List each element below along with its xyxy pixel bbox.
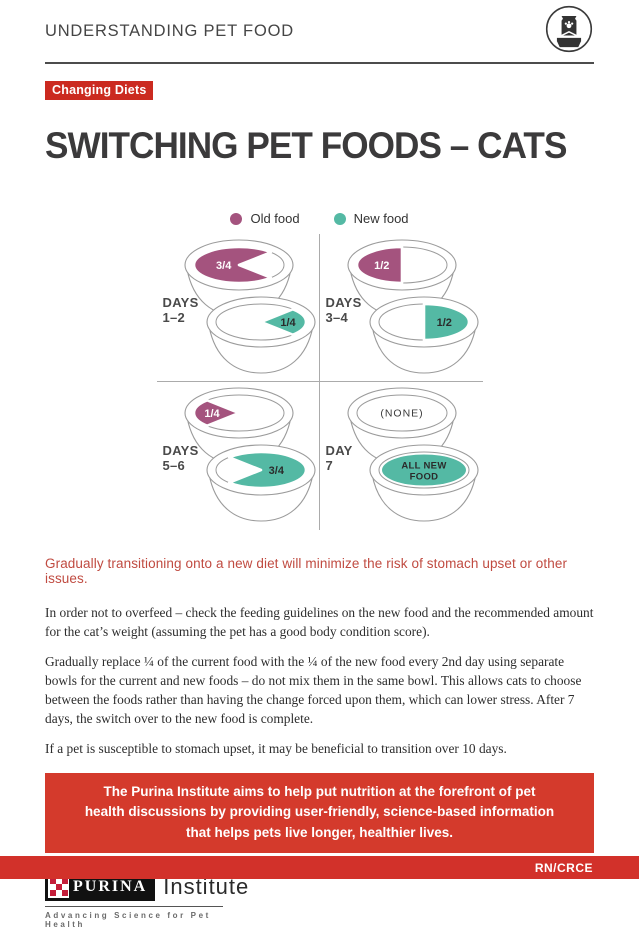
bowl-pair-days-3-4: 1/2 1/2 (346, 239, 479, 374)
header-divider (45, 62, 594, 64)
paragraph-replace: Gradually replace ¼ of the current food … (45, 654, 582, 727)
svg-text:1/4: 1/4 (280, 317, 296, 329)
bowl-pair-days-1-2: 3/4 1/4 (183, 239, 316, 374)
paragraph-overfeed: In order not to overfeed – check the fee… (45, 605, 594, 640)
legend-item-new-food: New food (333, 211, 409, 226)
purina-checkerboard-icon (48, 876, 69, 898)
body-copy: In order not to overfeed – check the fee… (45, 603, 594, 758)
svg-text:3/4: 3/4 (268, 465, 284, 477)
bowl-pair-day-7: (NONE) ALL NEW FOOD (346, 387, 479, 522)
bowl-pair-days-5-6: 1/4 3/4 (183, 387, 316, 522)
legend-item-old-food: Old food (230, 211, 300, 226)
day-label: DAY 7 (325, 443, 353, 473)
legend: Old food New food (45, 211, 594, 226)
page-header: UNDERSTANDING PET FOOD (45, 0, 594, 62)
pet-food-bag-and-bowl-icon (545, 5, 593, 53)
lead-sentence: Gradually transitioning onto a new diet … (45, 556, 568, 586)
svg-text:1/4: 1/4 (204, 408, 220, 420)
purina-institute-callout: The Purina Institute aims to help put nu… (45, 773, 594, 853)
transition-diagram: DAYS 1–2 3/4 1/4 DAYS 3–4 1/2 1/2 DAYS 5–6… (156, 234, 483, 530)
old-food-dot-icon (230, 212, 243, 225)
paragraph-stomach-upset: If a pet is susceptible to stomach upset… (45, 741, 507, 757)
quadrant-days-5-6: DAYS 5–6 1/4 3/4 (157, 382, 320, 530)
svg-text:1/2: 1/2 (436, 317, 451, 329)
quadrant-day-7: DAY 7 (NONE) ALL NEW FOOD (320, 382, 483, 530)
header-title: UNDERSTANDING PET FOOD (45, 22, 294, 40)
day-label: DAYS 1–2 (162, 295, 199, 325)
page-title: SWITCHING PET FOODS – CATS (45, 125, 567, 166)
quadrant-days-3-4: DAYS 3–4 1/2 1/2 (319, 234, 483, 382)
new-food-dot-icon (333, 212, 346, 225)
tagline: Advancing Science for Pet Health (45, 905, 223, 929)
purina-wordmark: PURINA (73, 878, 148, 896)
quadrant-days-1-2: DAYS 1–2 3/4 1/4 (156, 234, 320, 382)
svg-text:1/2: 1/2 (374, 260, 389, 272)
svg-text:(NONE): (NONE) (380, 408, 423, 420)
footer-code: RN/CRCE (534, 860, 593, 875)
day-label: DAYS 3–4 (325, 295, 362, 325)
section-badge: Changing Diets (45, 81, 154, 100)
footer-bar: RN/CRCE (0, 856, 639, 879)
svg-text:3/4: 3/4 (216, 260, 232, 272)
legend-label-old: Old food (250, 211, 300, 226)
day-label: DAYS 5–6 (162, 443, 199, 473)
legend-label-new: New food (353, 211, 409, 226)
